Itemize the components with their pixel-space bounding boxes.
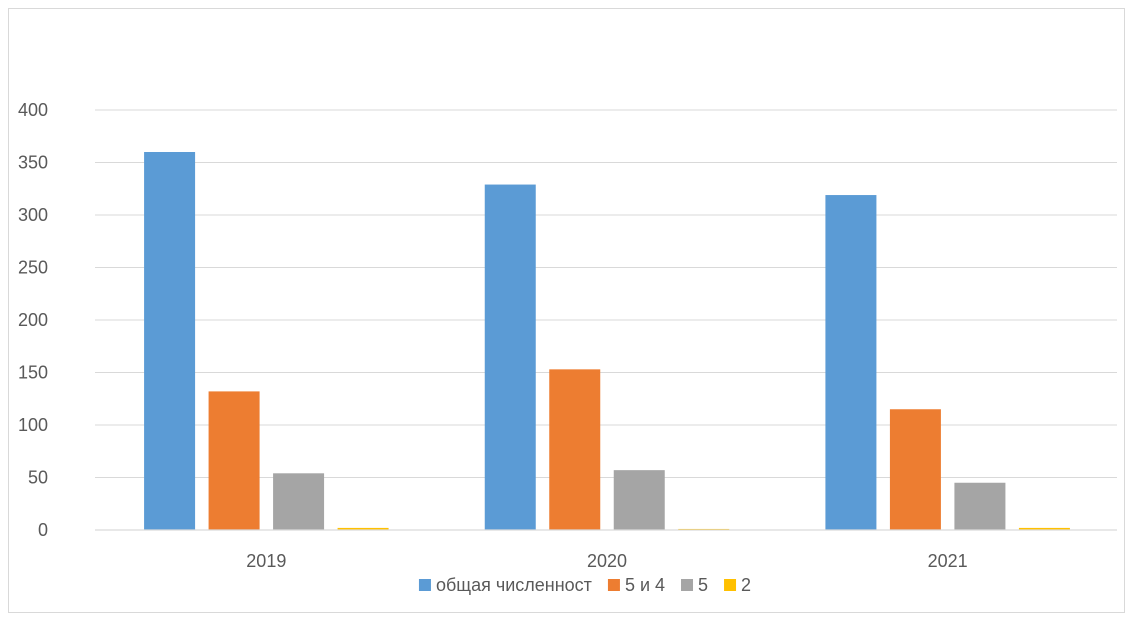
legend-swatch	[681, 579, 694, 591]
bar-2019-series-3	[273, 473, 325, 530]
bar-2020-series-1	[484, 184, 536, 531]
y-tick-label: 300	[18, 205, 48, 225]
y-tick-label: 400	[18, 100, 48, 120]
legend-item: 2	[724, 575, 751, 595]
x-tick-label: 2021	[928, 551, 968, 571]
x-tick-label: 2019	[246, 551, 286, 571]
legend-swatch	[607, 579, 620, 591]
y-tick-label: 150	[18, 363, 48, 383]
legend-item: 5	[681, 575, 708, 595]
bar-2021-series-3	[954, 482, 1006, 530]
bar-2020-series-3	[613, 470, 665, 530]
y-tick-label: 50	[28, 468, 48, 488]
bar-2019-series-2	[208, 391, 260, 530]
y-tick-label: 250	[18, 258, 48, 278]
y-tick-label: 350	[18, 153, 48, 173]
y-tick-label: 0	[38, 520, 48, 540]
bar-2020-series-2	[549, 369, 601, 530]
legend: общая численност 5 и 4 5 2	[418, 575, 751, 595]
legend-swatch	[418, 579, 431, 591]
legend-item: общая численност	[418, 575, 592, 595]
y-tick-label: 100	[18, 415, 48, 435]
legend-swatch	[724, 579, 737, 591]
legend-label: 5 и 4	[625, 575, 665, 595]
bar-2021-series-1	[825, 195, 877, 531]
legend-label: 2	[741, 575, 751, 595]
bar-2021-series-4	[1018, 527, 1070, 530]
bar-2019-series-1	[144, 152, 196, 530]
y-axis-tick-labels: 0 50 100 150 200 250 300 350 400	[18, 100, 48, 540]
legend-label: общая численност	[436, 575, 592, 595]
bar-2019-series-4	[337, 527, 389, 530]
y-tick-label: 200	[18, 310, 48, 330]
x-tick-label: 2020	[587, 551, 627, 571]
x-axis-tick-labels: 2019 2020 2021	[246, 551, 967, 571]
gridlines	[95, 109, 1117, 478]
bar-2021-series-2	[889, 409, 941, 530]
bars	[144, 152, 1070, 531]
legend-item: 5 и 4	[607, 575, 665, 595]
legend-label: 5	[698, 575, 708, 595]
